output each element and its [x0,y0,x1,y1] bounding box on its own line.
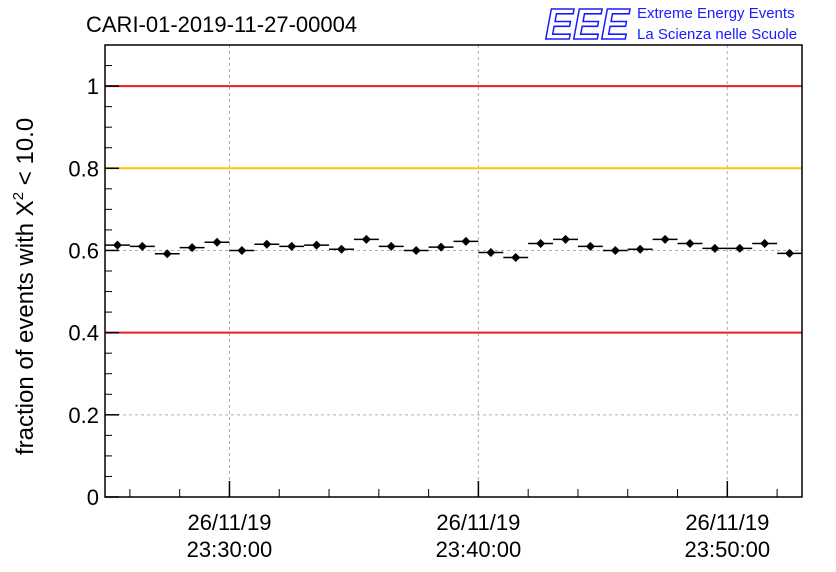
data-point [262,239,272,249]
data-point [287,241,297,251]
data-series [105,234,802,262]
y-tick-label: 0 [87,485,99,510]
data-point [785,248,795,258]
data-point [735,243,745,253]
data-point [486,248,496,258]
y-axis-label: fraction of events with X2 < 10.0 [10,118,39,455]
data-point [760,238,770,248]
data-point [561,234,571,244]
y-axis-label-symbol: X [12,200,39,216]
data-point [162,249,172,259]
y-tick-label: 0.6 [68,238,99,263]
data-point [361,234,371,244]
grid [105,45,802,497]
data-point [536,238,546,248]
data-point [436,242,446,252]
data-point [112,240,122,250]
x-tick-date-label: 26/11/19 [436,510,520,535]
data-point [610,245,620,255]
y-tick-label: 1 [87,74,99,99]
x-tick-time-label: 23:40:00 [436,537,522,562]
data-point [237,245,247,255]
x-tick-time-label: 23:30:00 [187,537,273,562]
data-point [411,245,421,255]
y-axis-label-suffix: < 10.0 [12,118,39,192]
y-tick-label: 0.4 [68,321,99,346]
eee-logo-mark: EEE [545,0,631,49]
y-tick-label: 0.8 [68,156,99,181]
y-axis-label-superscript: 2 [10,192,27,200]
data-point [585,241,595,251]
y-tick-label: 0.2 [68,403,99,428]
x-tick-date-label: 26/11/19 [685,510,769,535]
axes: 00.20.40.60.8126/11/1923:30:0026/11/1923… [68,65,778,562]
data-point [312,240,322,250]
x-tick-time-label: 23:50:00 [685,537,771,562]
data-point [461,236,471,246]
data-point [386,241,396,251]
plot-frame [104,44,803,498]
data-point [660,234,670,244]
data-point [336,244,346,254]
data-point [212,237,222,247]
data-point [187,243,197,253]
data-point [635,244,645,254]
data-point [685,238,695,248]
data-point [511,252,521,262]
chart-title: CARI-01-2019-11-27-00004 [86,12,357,37]
data-point [137,241,147,251]
reference-lines [105,85,802,334]
x-tick-date-label: 26/11/19 [187,510,271,535]
data-point [710,243,720,253]
logo-line-1: Extreme Energy Events [637,5,795,22]
y-axis-label-prefix: fraction of events with [12,216,39,455]
logo-line-2: La Scienza nelle Scuole [637,26,797,43]
eee-logo: EEE Extreme Energy Events La Scienza nel… [544,0,797,50]
